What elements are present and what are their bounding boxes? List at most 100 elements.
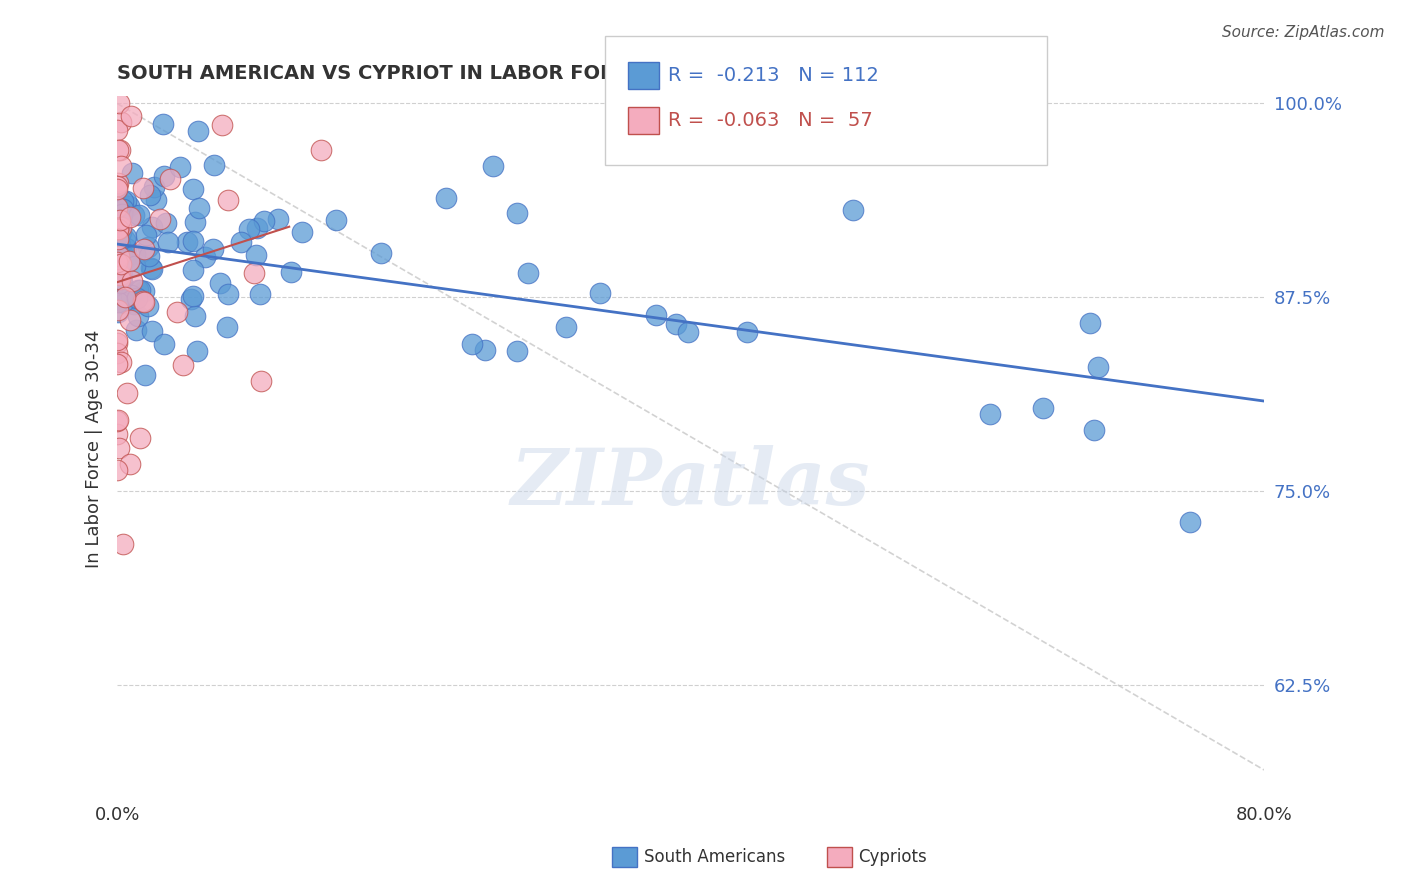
Point [132,285,155,299]
Point [107,256,129,270]
Point [644,308,666,322]
Point [215,320,238,334]
Point [107,222,129,236]
Point [129,284,152,298]
Point [108,194,131,208]
Point [166,305,188,319]
Point [141,324,163,338]
Text: ZIPatlas: ZIPatlas [510,445,870,522]
Point [105,182,128,196]
Point [110,257,132,271]
Point [506,343,529,358]
Point [122,297,145,311]
Point [156,235,179,249]
Point [107,302,129,317]
Point [105,335,128,350]
Point [152,117,174,131]
Point [245,248,267,262]
Point [141,261,163,276]
Point [107,179,129,194]
Point [110,225,132,239]
Point [124,247,146,261]
Point [211,118,233,132]
Point [134,368,156,383]
Point [1032,401,1054,415]
Point [108,237,131,252]
Point [180,292,202,306]
Point [1087,359,1109,374]
Point [181,263,204,277]
Point [181,288,204,302]
Point [242,266,264,280]
Point [108,272,131,286]
Text: South Americans: South Americans [644,848,785,866]
Point [107,221,129,235]
Point [246,220,269,235]
Point [110,220,132,235]
Point [461,337,484,351]
Point [107,177,129,191]
Point [187,124,209,138]
Point [107,243,129,257]
Point [1083,423,1105,437]
Point [1178,515,1201,529]
Point [676,325,699,339]
Point [115,229,138,244]
Point [1078,316,1101,330]
Point [176,235,198,250]
Text: SOUTH AMERICAN VS CYPRIOT IN LABOR FORCE | AGE 30-34 CORRELATION CHART: SOUTH AMERICAN VS CYPRIOT IN LABOR FORCE… [117,64,1017,84]
Point [208,277,231,291]
Point [105,278,128,293]
Point [979,407,1001,421]
Point [110,213,132,227]
Point [128,208,150,222]
Point [194,251,217,265]
Point [139,187,162,202]
Point [118,253,141,268]
Point [129,431,152,445]
Point [120,109,142,123]
Point [132,243,155,257]
Text: R =  -0.063   N =  57: R = -0.063 N = 57 [668,111,873,130]
Point [238,222,260,236]
Point [110,268,132,282]
Point [516,266,538,280]
Point [107,254,129,268]
Point [291,225,314,239]
Point [112,202,135,217]
Point [107,222,129,236]
Point [665,318,688,332]
Point [108,96,131,111]
Point [105,200,128,214]
Point [370,245,392,260]
Point [325,212,347,227]
Point [110,159,132,173]
Point [117,199,139,213]
Point [135,228,157,243]
Point [434,191,457,205]
Point [138,249,160,263]
Point [134,295,156,310]
Point [111,208,134,222]
Point [127,283,149,297]
Point [118,457,141,471]
Point [186,343,208,358]
Point [121,166,143,180]
Point [149,211,172,226]
Point [111,275,134,289]
Text: Source: ZipAtlas.com: Source: ZipAtlas.com [1222,25,1385,40]
Point [842,203,865,218]
Point [124,208,146,222]
Point [249,287,271,301]
Point [111,268,134,283]
Point [159,171,181,186]
Point [474,343,496,357]
Point [105,333,128,347]
Point [112,254,135,268]
Point [218,193,240,207]
Point [280,265,302,279]
Point [117,254,139,268]
Point [131,180,153,194]
Point [105,123,128,137]
Point [108,232,131,246]
